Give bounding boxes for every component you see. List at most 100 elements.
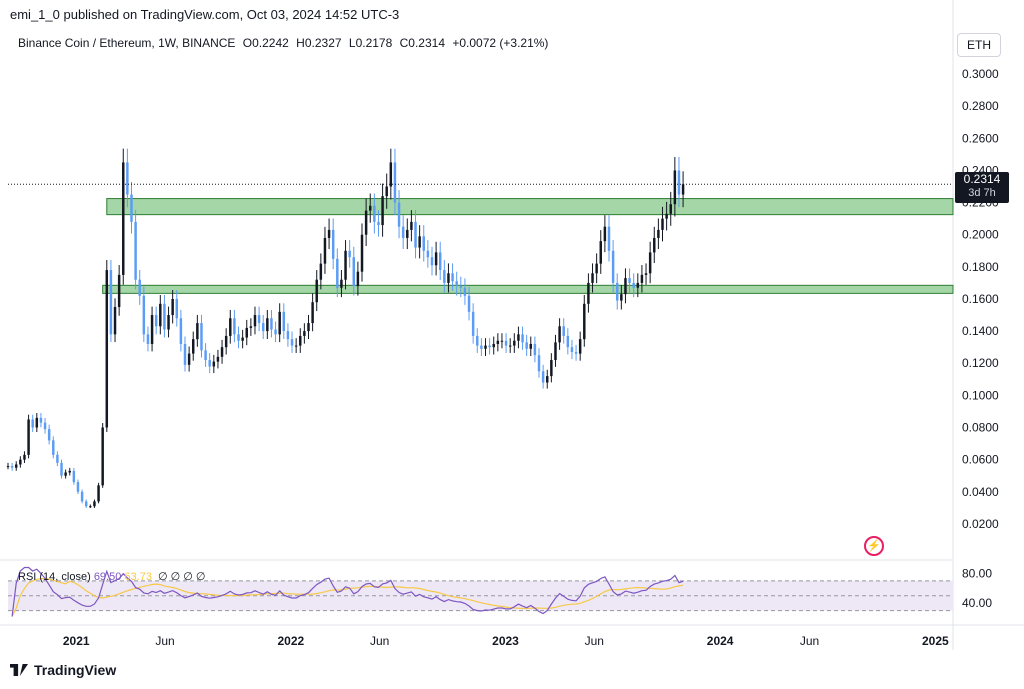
- candle-body: [681, 184, 685, 195]
- candle-body: [307, 323, 310, 332]
- candle-body: [467, 295, 471, 312]
- candle-body: [628, 278, 631, 283]
- candle-body: [159, 303, 162, 327]
- candle-body: [241, 337, 244, 341]
- rsi-label[interactable]: RSI (14, close): [18, 571, 91, 583]
- candle-body: [401, 226, 405, 238]
- candle-body: [377, 221, 380, 226]
- x-tick-label: 2022: [278, 634, 305, 648]
- candle-body: [574, 352, 578, 354]
- candle-body: [6, 466, 10, 468]
- candle-body: [381, 196, 384, 226]
- candle-body: [669, 204, 672, 214]
- ohlc-low: L0.2178: [348, 36, 393, 50]
- y-tick-label: 0.1600: [962, 292, 999, 306]
- lightning-icon[interactable]: ⚡: [864, 536, 884, 556]
- candle-body: [607, 226, 611, 251]
- tv-logo-icon: [10, 664, 28, 676]
- currency-button[interactable]: ETH: [957, 33, 1001, 57]
- candle-body: [299, 335, 302, 346]
- candle-body: [587, 282, 590, 304]
- candle-body: [554, 342, 557, 361]
- candle-body: [179, 318, 183, 344]
- candle-body: [323, 237, 327, 264]
- candle-body: [595, 263, 598, 274]
- candle-body: [352, 257, 356, 287]
- rsi-tick-label: 40.00: [962, 596, 992, 610]
- y-tick-label: 0.2000: [962, 228, 999, 242]
- candle-body: [80, 491, 84, 502]
- candle-body: [583, 303, 586, 340]
- candle-body: [459, 286, 463, 288]
- symbol-name[interactable]: Binance Coin / Ethereum, 1W, BINANCE: [18, 36, 236, 50]
- candle-body: [517, 334, 520, 341]
- candle-body: [665, 213, 668, 219]
- candle-body: [484, 345, 487, 349]
- tradingview-logo: TradingView: [10, 662, 116, 678]
- x-tick-label: 2024: [707, 634, 734, 648]
- candle-body: [418, 236, 421, 248]
- y-tick-label: 0.0600: [962, 453, 999, 467]
- candle-body: [294, 345, 298, 347]
- candle-body: [562, 326, 565, 336]
- candle-body: [154, 315, 158, 327]
- candle-body: [31, 419, 34, 428]
- candle-body: [673, 170, 677, 205]
- candle-body: [200, 323, 203, 351]
- candle-body: [60, 462, 63, 476]
- candle-body: [224, 335, 228, 348]
- candle-body: [64, 472, 67, 476]
- candle-body: [229, 318, 232, 336]
- candle-body: [414, 221, 417, 248]
- candle-body: [303, 331, 306, 336]
- candle-body: [426, 250, 430, 258]
- candle-body: [204, 350, 207, 361]
- candle-body: [529, 343, 533, 349]
- candle-body: [278, 311, 281, 335]
- candle-body: [533, 343, 537, 356]
- candle-body: [233, 318, 236, 335]
- candle-body: [393, 162, 397, 203]
- candle-body: [624, 278, 627, 295]
- rsi-value: 69.50: [93, 571, 122, 583]
- candle-body: [23, 454, 26, 460]
- candle-body: [578, 339, 582, 354]
- rsi-line: [11, 566, 684, 617]
- x-tick-label: Jun: [155, 634, 174, 648]
- candle-body: [360, 234, 364, 272]
- x-tick-label: 2021: [63, 634, 90, 648]
- candle-body: [47, 429, 51, 441]
- candle-body: [113, 307, 117, 335]
- candle-body: [286, 331, 290, 340]
- y-tick-label: 0.0200: [962, 517, 999, 531]
- candle-body: [167, 315, 170, 330]
- candle-body: [558, 326, 561, 343]
- candle-body: [84, 501, 88, 507]
- candle-body: [163, 303, 166, 330]
- candle-body: [550, 360, 553, 377]
- y-tick-label: 0.0400: [962, 485, 999, 499]
- candle-body: [508, 345, 512, 347]
- candle-body: [122, 162, 125, 275]
- rsi-hidden-values-icon: ∅ ∅ ∅ ∅: [158, 571, 206, 583]
- candle-body: [537, 355, 541, 372]
- candle-body: [340, 279, 343, 288]
- candle-body: [356, 271, 360, 287]
- candle-body: [615, 282, 619, 301]
- y-tick-label: 0.1800: [962, 260, 999, 274]
- candle-body: [373, 205, 376, 222]
- candle-body: [14, 464, 18, 468]
- candle-body: [290, 339, 294, 346]
- y-tick-label: 0.3000: [962, 67, 999, 81]
- candle-body: [385, 186, 388, 197]
- candle-body: [126, 162, 129, 195]
- x-tick-label: 2023: [492, 634, 519, 648]
- rsi-legend: RSI (14, close) 69.50 63.73 ∅ ∅ ∅ ∅: [18, 570, 206, 583]
- candle-body: [27, 419, 30, 455]
- candle-body: [476, 335, 479, 346]
- candle-body: [93, 501, 96, 507]
- candle-body: [447, 273, 450, 283]
- candle-body: [101, 427, 104, 486]
- candle-body: [406, 229, 409, 238]
